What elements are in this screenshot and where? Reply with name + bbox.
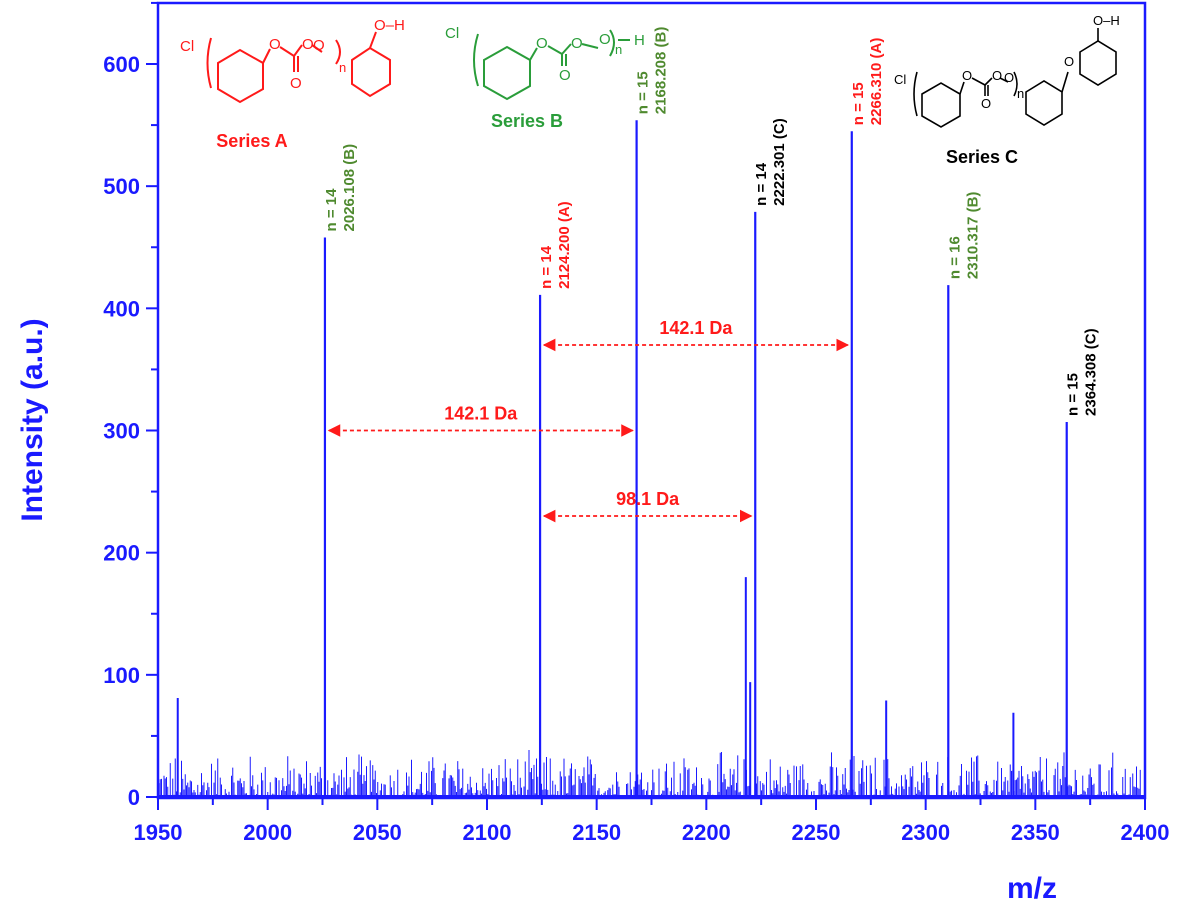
plot-frame — [156, 1, 1147, 800]
peak-mass-label: 2124.200 (A) — [556, 201, 573, 289]
series-b-h: H — [634, 32, 645, 49]
y-tick-label: 500 — [103, 174, 140, 199]
x-tick-label: 2000 — [243, 820, 292, 845]
y-tick-label: 300 — [103, 419, 140, 444]
series-a-cl: Cl — [180, 38, 194, 55]
peak-n-label: n = 15 — [850, 82, 867, 125]
mass-difference-label: 142.1 Da — [659, 318, 733, 338]
noise-trace — [158, 749, 1144, 797]
peak-mass-label: 2364.308 (C) — [1083, 328, 1100, 416]
spectrum-peaks — [176, 120, 1068, 797]
peak-mass-label: 2222.301 (C) — [771, 118, 788, 206]
peak-label: n = 15 2266.310 (A) — [850, 38, 885, 126]
structure-series-b — [473, 29, 630, 101]
peak-label: n = 14 2222.301 (C) — [753, 118, 788, 206]
x-tick-label: 2350 — [1011, 820, 1060, 845]
series-a-o4: O — [313, 37, 325, 54]
baseline-noise — [158, 749, 1145, 797]
peak-n-label: n = 16 — [946, 236, 963, 279]
structure-series-b-atoms: Cl O O O O n H Series B — [445, 25, 645, 131]
y-tick-label: 200 — [103, 541, 140, 566]
x-tick-label: 2100 — [463, 820, 512, 845]
peak-labels: n = 14 2026.108 (B)n = 14 2124.200 (A)n = … — [323, 27, 1100, 416]
series-a-o2: O — [302, 36, 314, 53]
x-tick-label: 2300 — [901, 820, 950, 845]
series-b-o1: O — [536, 35, 548, 52]
peak-mass-label: 2168.208 (B) — [653, 27, 670, 115]
y-tick-label: 600 — [103, 52, 140, 77]
peak-label: n = 14 2026.108 (B) — [323, 144, 358, 232]
series-c-n: n — [1017, 86, 1024, 101]
mass-difference-label: 98.1 Da — [616, 489, 680, 509]
peak-n-label: n = 15 — [635, 71, 652, 114]
peak-n-label: n = 14 — [538, 245, 555, 289]
y-tick-label: 100 — [103, 663, 140, 688]
y-tick-label: 400 — [103, 296, 140, 321]
peak-mass-label: 2266.310 (A) — [868, 38, 885, 126]
series-c-o5: O — [1064, 54, 1074, 69]
series-a-o1: O — [269, 36, 281, 53]
peak-n-label: n = 15 — [1065, 373, 1082, 416]
peak-label: n = 15 2364.308 (C) — [1065, 328, 1100, 416]
series-c-o4: O — [1004, 70, 1014, 85]
x-tick-label: 2400 — [1121, 820, 1170, 845]
series-b-o4: O — [599, 31, 611, 48]
series-c-cl: Cl — [894, 72, 906, 87]
series-a-oh: O–H — [374, 17, 405, 34]
series-c-o3: O — [981, 96, 991, 111]
peak-n-label: n = 14 — [323, 188, 340, 232]
x-axis: 1950 2000 2050 2100 2150 2200 2250 2300 2350 2400 — [134, 798, 1170, 845]
series-b-o3: O — [559, 67, 571, 84]
y-tick-label: 0 — [128, 785, 140, 810]
y-axis-title: Intensity (a.u.) — [16, 318, 49, 521]
structure-series-a — [206, 31, 391, 104]
peak-mass-label: 2026.108 (B) — [341, 144, 358, 232]
y-axis: 0 100 200 300 400 500 600 — [103, 1, 158, 810]
series-a-n: n — [339, 60, 346, 75]
series-b-n: n — [615, 42, 622, 57]
x-tick-label: 2150 — [572, 820, 621, 845]
peak-label: n = 14 2124.200 (A) — [538, 201, 573, 289]
series-b-cl: Cl — [445, 25, 459, 42]
peak-n-label: n = 14 — [753, 162, 770, 206]
peak-label: n = 15 2168.208 (B) — [635, 27, 670, 115]
x-tick-label: 1950 — [134, 820, 183, 845]
structure-series-c-atoms: Cl O O O O n O O–H Series C — [894, 13, 1120, 167]
series-c-label: Series C — [946, 147, 1018, 167]
peak-mass-label: 2310.317 (B) — [964, 192, 981, 280]
x-tick-label: 2250 — [792, 820, 841, 845]
series-c-o1: O — [962, 68, 972, 83]
series-a-o3: O — [290, 75, 302, 92]
series-b-label: Series B — [491, 111, 563, 131]
mass-difference-annotations: 142.1 Da 142.1 Da 98.1 Da — [327, 318, 850, 523]
series-c-oh: O–H — [1093, 13, 1120, 28]
structure-series-a-atoms: Cl O O O O n O–H Series A — [180, 17, 405, 151]
series-a-label: Series A — [216, 131, 287, 151]
structure-series-c — [913, 28, 1117, 128]
mass-difference-label: 142.1 Da — [444, 404, 518, 424]
peak-label: n = 16 2310.317 (B) — [946, 192, 981, 280]
series-b-o2: O — [571, 35, 583, 52]
series-c-o2: O — [992, 68, 1002, 83]
x-axis-title: m/z — [1007, 872, 1057, 905]
x-tick-label: 2200 — [682, 820, 731, 845]
x-tick-label: 2050 — [353, 820, 402, 845]
